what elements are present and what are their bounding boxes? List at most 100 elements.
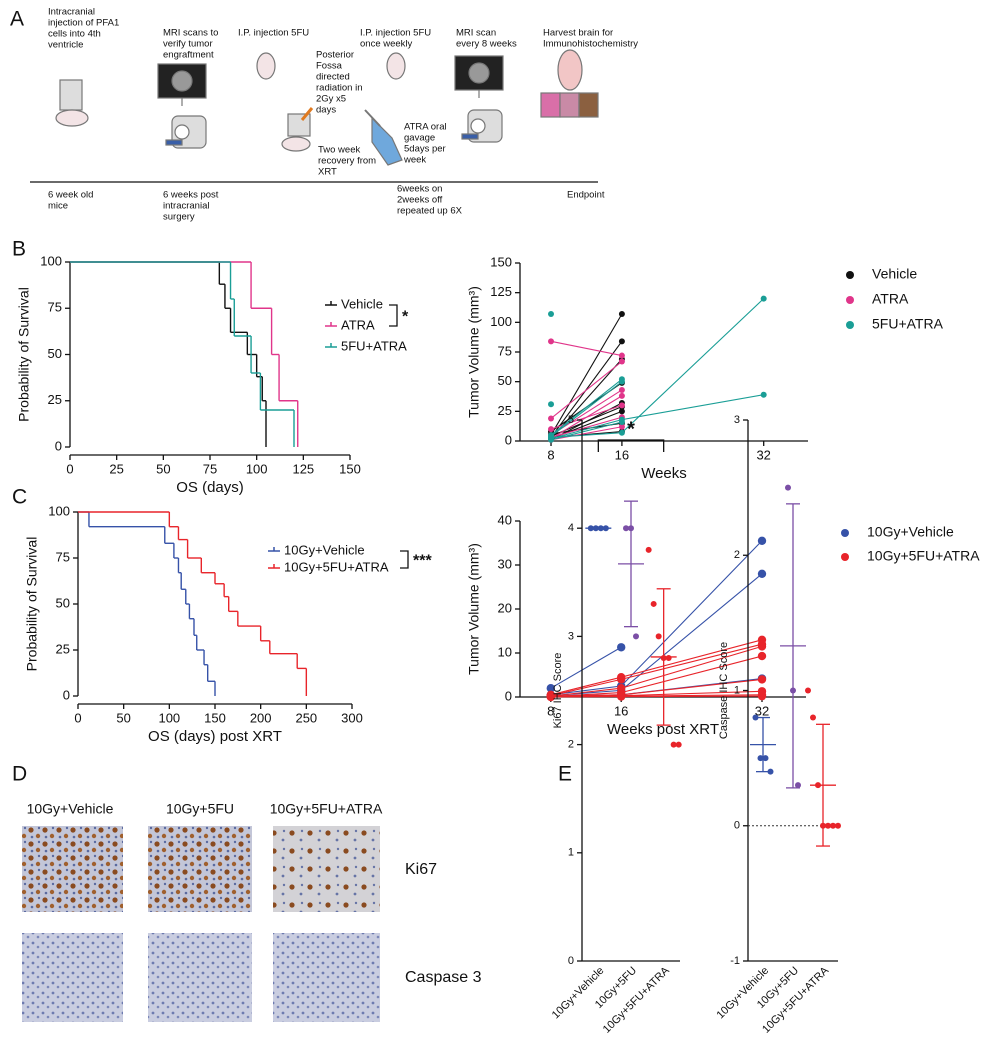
legend-swatch xyxy=(846,271,854,279)
mouse-line xyxy=(550,378,623,436)
x-tick-label: 125 xyxy=(292,461,314,476)
step-text: radiation in xyxy=(316,83,362,94)
step-text: every 8 weeks xyxy=(456,39,517,50)
step-text: Fossa xyxy=(316,61,343,72)
y-axis-title: Ki67 IHC Score xyxy=(552,653,564,729)
schematic-icons xyxy=(30,49,599,183)
y-tick-label: 100 xyxy=(48,503,70,518)
score-point xyxy=(752,714,759,721)
y-tick-label: 125 xyxy=(490,284,512,299)
legend-swatch xyxy=(841,553,849,561)
x-tick-label: 32 xyxy=(756,447,770,462)
legend-label: ATRA xyxy=(872,291,909,307)
y-axis-title: Tumor Volume (mm³) xyxy=(466,543,482,675)
x-tick-label: 75 xyxy=(203,461,217,476)
y-tick-label: 4 xyxy=(568,522,574,534)
legend-label: 10Gy+Vehicle xyxy=(284,542,365,557)
mouse-point xyxy=(618,419,625,426)
micrographs xyxy=(22,826,380,1022)
y-tick-label: 100 xyxy=(490,314,512,329)
score-point xyxy=(835,822,841,829)
y-tick-label: 50 xyxy=(48,346,62,361)
y-tick-label: 1 xyxy=(568,847,574,859)
step-text: injection of PFA1 xyxy=(48,18,119,29)
y-tick-label: 75 xyxy=(48,300,62,315)
x-tick-label: 50 xyxy=(116,710,130,725)
y-tick-label: 0 xyxy=(568,955,574,967)
y-tick-label: 10 xyxy=(498,644,512,659)
x-tick-label: 25 xyxy=(109,461,123,476)
legend-label: 5FU+ATRA xyxy=(872,316,944,332)
x-tick-label: 250 xyxy=(295,710,317,725)
score-point xyxy=(675,741,682,748)
mouse-line xyxy=(550,361,623,419)
y-tick-label: 3 xyxy=(568,630,574,642)
mouse-point xyxy=(618,386,625,393)
row-label: Caspase 3 xyxy=(405,969,482,986)
timeline-text: surgery xyxy=(163,212,195,223)
score-point xyxy=(645,546,652,553)
timeline-text: 2weeks off xyxy=(397,195,443,206)
mouse-point xyxy=(618,429,625,436)
mouse-line xyxy=(550,313,623,436)
mouse-line xyxy=(550,298,765,438)
mouse-point xyxy=(618,378,625,385)
y-tick-label: 30 xyxy=(498,556,512,571)
mouse-point xyxy=(618,423,625,430)
mouse-point xyxy=(548,426,555,433)
y-tick-label: 2 xyxy=(734,549,740,561)
mouse-point xyxy=(757,691,767,701)
score-point xyxy=(762,755,769,762)
score-point xyxy=(810,714,816,721)
step-text: Intracranial xyxy=(48,7,95,18)
y-tick-label: 1 xyxy=(734,684,740,696)
step-text: I.P. injection 5FU xyxy=(360,28,431,39)
y-axis-title: Probability of Survival xyxy=(24,537,40,672)
legend-swatch xyxy=(841,529,849,537)
y-axis-title: Caspase IHC Score xyxy=(718,642,730,739)
y-tick-label: 25 xyxy=(56,641,70,656)
step-text: once weekly xyxy=(360,39,413,50)
x-axis-title: Weeks post XRT xyxy=(607,721,719,738)
x-tick-label: 10Gy+Vehicle xyxy=(714,965,771,1022)
mouse-point xyxy=(618,392,625,399)
y-tick-label: 25 xyxy=(48,392,62,407)
score-point xyxy=(670,741,677,748)
mouse-point xyxy=(618,352,625,359)
x-tick-label: 100 xyxy=(246,461,268,476)
step-text: Posterior xyxy=(316,50,354,61)
panel-label: E xyxy=(558,763,572,786)
x-tick-label: 10Gy+Vehicle xyxy=(550,965,607,1022)
step-text: days xyxy=(316,105,336,116)
mouse-point xyxy=(617,692,626,701)
step-text: recovery from xyxy=(318,156,376,167)
y-tick-label: 75 xyxy=(498,343,512,358)
y-tick-label: 0 xyxy=(63,687,70,702)
significance-label: *** xyxy=(413,553,432,570)
mouse-line xyxy=(550,421,623,441)
step-text: Two week xyxy=(318,145,360,156)
legend-label: ATRA xyxy=(341,317,375,332)
score-point xyxy=(795,782,801,789)
mouse-point xyxy=(617,643,626,652)
step-text: MRI scans to xyxy=(163,28,218,39)
mouse-point xyxy=(618,311,625,318)
y-tick-label: 0 xyxy=(55,438,62,453)
mouse-point xyxy=(546,692,555,702)
score-point xyxy=(767,768,774,775)
column-label: 10Gy+Vehicle xyxy=(27,801,114,817)
mouse-point xyxy=(618,402,625,409)
y-tick-label: 0 xyxy=(734,820,740,832)
mouse-line xyxy=(550,416,623,438)
y-tick-label: 100 xyxy=(40,253,62,268)
step-text: Immunohistochemistry xyxy=(543,39,638,50)
mouse-point xyxy=(548,338,555,345)
mouse-line xyxy=(550,426,623,441)
y-tick-label: 50 xyxy=(498,373,512,388)
timeline-text: intracranial xyxy=(163,201,209,212)
legend-label: 5FU+ATRA xyxy=(341,338,407,353)
step-text: 5days per xyxy=(404,144,446,155)
mouse-line xyxy=(550,646,622,689)
y-tick-label: 20 xyxy=(498,600,512,615)
step-text: MRI scan xyxy=(456,28,496,39)
